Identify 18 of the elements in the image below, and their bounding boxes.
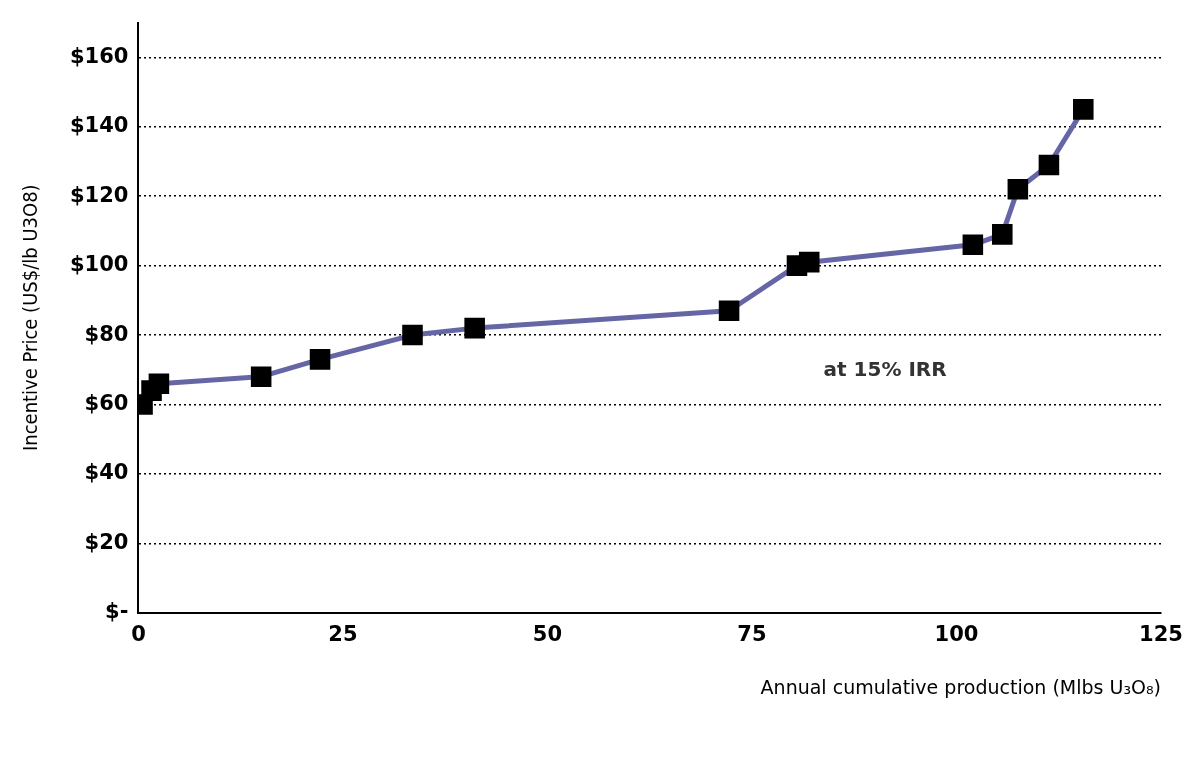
y-tick-label: $60	[84, 390, 129, 415]
y-tick-label: $140	[69, 113, 129, 138]
x-axis-title: Annual cumulative production (Mlbs U₃O₈)	[760, 675, 1161, 698]
y-tick-label: $40	[84, 460, 129, 485]
x-tick-label: 75	[737, 621, 767, 646]
x-tick-label: 25	[328, 621, 358, 646]
x-tick-label: 50	[532, 621, 563, 646]
x-tick-label: 0	[131, 621, 146, 646]
x-tick-label: 100	[934, 621, 979, 646]
y-tick-label: $80	[84, 321, 129, 346]
y-tick-label: $-	[105, 599, 129, 624]
y-axis-title: Incentive Price (US$/lb U3O8)	[18, 184, 43, 452]
annotation: at 15% IRR	[823, 357, 947, 382]
y-tick-label: $100	[69, 252, 129, 277]
y-tick-label: $20	[84, 529, 129, 554]
y-tick-label: $160	[69, 43, 129, 68]
y-tick-label: $120	[69, 182, 129, 207]
x-tick-label: 125	[1139, 621, 1183, 646]
